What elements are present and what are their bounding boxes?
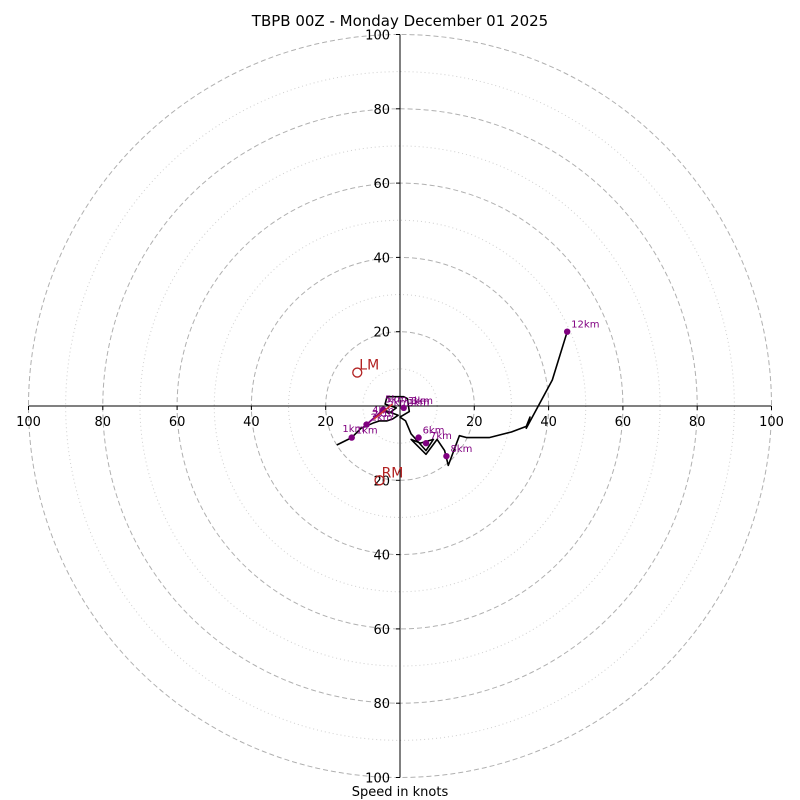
- x-tick-label: 20: [317, 415, 334, 430]
- height-marker-dot: [443, 452, 450, 460]
- x-tick-label: 60: [169, 415, 186, 430]
- height-marker-label: 1km: [356, 426, 378, 437]
- height-marker-label: 8km: [450, 444, 472, 455]
- trace-group: [336, 331, 568, 467]
- height-marker-dot: [400, 404, 407, 412]
- y-tick-label: 100: [365, 29, 390, 44]
- x-tick-label: 20: [466, 415, 483, 430]
- y-tick-label: 40: [373, 549, 390, 564]
- y-tick-label: 60: [373, 623, 390, 638]
- height-marker-label: 3km: [408, 396, 430, 407]
- x-tick-label: 100: [16, 415, 41, 430]
- height-marker-label: 12km: [571, 320, 599, 331]
- height-marker-label: 2km: [372, 409, 394, 420]
- y-tick-label: 80: [373, 697, 390, 712]
- shear-segment-purple: [365, 409, 384, 426]
- height-marker-label: 6km: [423, 426, 445, 437]
- storm-motion-marker: [352, 367, 363, 378]
- y-tick-label: 20: [373, 326, 390, 341]
- height-marker-dot: [563, 328, 571, 335]
- x-axis-label: Speed in knots: [352, 785, 449, 800]
- chart-title: TBPB 00Z - Monday December 01 2025: [251, 12, 548, 30]
- y-tick-label: 20: [373, 474, 390, 489]
- x-tick-label: 40: [243, 415, 260, 430]
- height-marker-label: 7km: [430, 431, 452, 442]
- height-marker-label: 3km: [411, 396, 433, 407]
- x-tick-label: 80: [689, 415, 706, 430]
- x-tick-label: 60: [615, 415, 632, 430]
- axis-group: [28, 34, 772, 778]
- hodograph-trace-line: [336, 331, 568, 467]
- height-marker-label: 5km: [387, 398, 409, 409]
- y-tick-label: 40: [373, 251, 390, 266]
- storm-motion-marker: [374, 475, 385, 486]
- height-marker-label: 1km: [342, 424, 364, 435]
- y-tick-label: 80: [373, 103, 390, 118]
- height-marker-dot: [422, 439, 430, 447]
- x-tick-label: 100: [759, 415, 784, 430]
- x-tick-label: 40: [540, 415, 557, 430]
- y-tick-label: 60: [373, 177, 390, 192]
- height-marker-group: 1km2km3km5km6km7km8km12km1km2km4km5km3km…: [342, 320, 599, 460]
- storm-motion-group: LM RM: [352, 358, 404, 486]
- storm-motion-label: LM: [359, 358, 379, 374]
- height-marker-label: 2km: [371, 413, 393, 424]
- height-marker-dot: [415, 434, 422, 441]
- y-tick-label: 100: [365, 772, 390, 787]
- height-marker-label: 5km: [385, 394, 407, 405]
- tick-label-group: 100 80 60 40 20 20 40 60 80 100 100 80 60 40 20 20 40 60 8…: [16, 29, 784, 787]
- height-marker-label: 3km: [407, 398, 429, 409]
- height-marker-dot: [348, 434, 355, 441]
- storm-motion-label: RM: [382, 465, 404, 481]
- shear-segment-red: [373, 403, 394, 420]
- x-tick-label: 80: [95, 415, 112, 430]
